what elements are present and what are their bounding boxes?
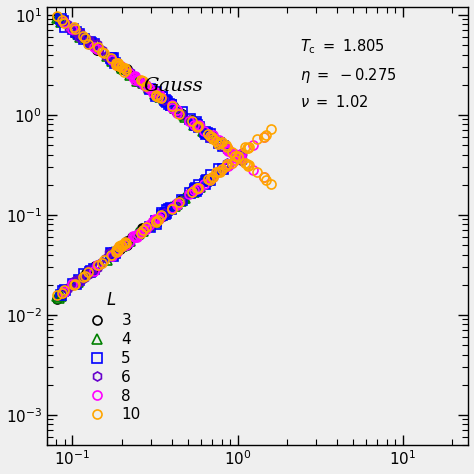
Legend: 3, 4, 5, 6, 8, 10: 3, 4, 5, 6, 8, 10: [75, 285, 147, 428]
Text: Gauss: Gauss: [144, 77, 203, 95]
Text: $T_{\rm c}\ =\ 1.805$
$\eta\ =\ -0.275$
$\nu\ =\ 1.02$: $T_{\rm c}\ =\ 1.805$ $\eta\ =\ -0.275$ …: [300, 37, 396, 110]
